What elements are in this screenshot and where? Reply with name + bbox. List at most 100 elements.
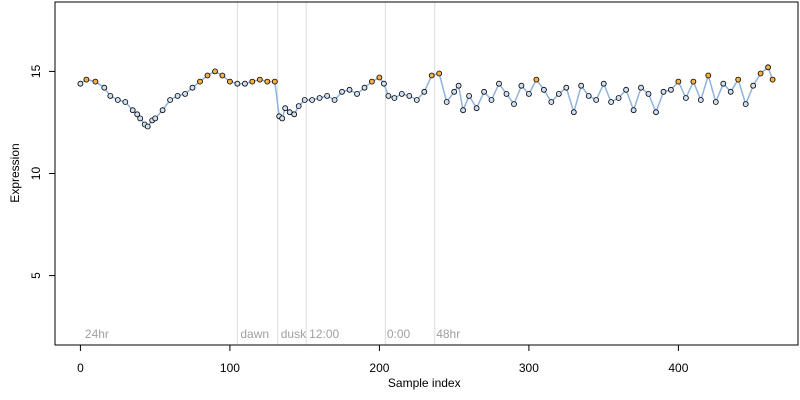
data-point xyxy=(144,123,151,130)
data-point xyxy=(291,111,298,118)
plot-frame xyxy=(54,1,799,346)
data-point xyxy=(443,99,450,105)
data-point xyxy=(368,78,375,85)
data-point xyxy=(600,80,607,87)
vertical-guide-lines xyxy=(236,2,436,345)
x-axis-title: Sample index xyxy=(388,376,461,390)
data-point xyxy=(541,86,547,93)
data-point xyxy=(129,107,136,114)
data-point xyxy=(653,109,659,116)
data-point xyxy=(548,99,555,105)
data-point xyxy=(735,76,742,83)
data-point xyxy=(630,107,637,114)
data-point xyxy=(563,84,570,91)
data-point xyxy=(204,72,211,79)
data-point xyxy=(83,76,90,83)
x-axis: 0 100 200 300 400 xyxy=(77,345,689,375)
data-point xyxy=(570,109,577,116)
data-point xyxy=(391,95,398,101)
y-axis: 5 10 15 xyxy=(29,64,55,279)
data-point xyxy=(690,78,697,85)
data-point xyxy=(134,111,141,118)
data-point xyxy=(137,115,144,122)
data-point xyxy=(481,88,488,95)
data-point xyxy=(697,97,704,103)
data-point xyxy=(279,115,286,122)
data-point xyxy=(623,86,629,93)
data-point xyxy=(92,78,99,85)
data-point xyxy=(197,78,203,85)
y-tick-label: 5 xyxy=(29,272,43,279)
data-point xyxy=(226,78,233,85)
data-point xyxy=(769,76,776,83)
data-point xyxy=(466,93,473,99)
data-point xyxy=(406,93,413,99)
data-point xyxy=(608,99,614,105)
data-point xyxy=(122,99,129,105)
data-point xyxy=(727,88,734,95)
data-point xyxy=(398,91,405,97)
data-point xyxy=(460,107,467,114)
data-point xyxy=(750,82,757,89)
trend-line xyxy=(79,66,774,128)
data-point xyxy=(436,70,443,77)
annotation-label-4: 0:00 xyxy=(387,327,411,341)
data-points xyxy=(77,64,776,130)
annotation-label-3: 12:00 xyxy=(309,327,339,341)
data-point xyxy=(264,78,271,85)
data-point xyxy=(615,95,622,101)
data-point xyxy=(742,101,749,107)
data-point xyxy=(683,95,689,101)
data-point xyxy=(101,84,108,91)
annotation-label-2: dusk xyxy=(281,327,307,341)
data-point xyxy=(309,97,316,103)
data-point xyxy=(578,82,585,89)
x-tick-label: 300 xyxy=(519,361,539,375)
data-point xyxy=(496,80,502,87)
data-point xyxy=(765,64,771,71)
data-point xyxy=(757,70,764,77)
data-point xyxy=(249,78,256,85)
data-point xyxy=(324,93,331,99)
data-point xyxy=(668,86,674,93)
data-point xyxy=(234,80,241,87)
data-point xyxy=(660,88,667,95)
data-point xyxy=(511,101,517,107)
x-tick-label: 200 xyxy=(369,361,389,375)
data-point xyxy=(189,84,196,91)
data-point xyxy=(295,103,302,109)
data-point xyxy=(346,86,353,93)
data-point xyxy=(182,91,189,97)
data-point xyxy=(159,107,166,114)
data-point xyxy=(114,97,121,103)
data-point xyxy=(488,97,495,103)
data-point xyxy=(331,97,338,103)
annotation-label-0: 24hr xyxy=(85,327,109,341)
data-point xyxy=(503,91,510,97)
x-tick-label: 0 xyxy=(77,361,84,375)
data-point xyxy=(533,76,540,83)
data-point xyxy=(174,93,181,99)
data-point xyxy=(451,88,458,95)
data-point xyxy=(241,80,248,87)
data-point xyxy=(286,109,293,116)
data-point xyxy=(455,82,462,89)
trend-line-layer xyxy=(79,66,774,128)
x-tick-label: 400 xyxy=(668,361,688,375)
data-point xyxy=(712,99,719,105)
data-point xyxy=(385,93,392,99)
data-point xyxy=(77,80,84,87)
data-point xyxy=(107,93,114,99)
data-point xyxy=(585,93,592,99)
data-point xyxy=(428,72,435,79)
data-point xyxy=(380,80,387,87)
data-point xyxy=(376,74,383,81)
data-point xyxy=(212,68,218,75)
annotation-label-1: dawn xyxy=(240,327,269,341)
data-point xyxy=(473,105,480,112)
data-point xyxy=(593,97,600,103)
data-point xyxy=(638,84,644,91)
data-point xyxy=(705,72,712,79)
x-tick-label: 100 xyxy=(220,361,240,375)
